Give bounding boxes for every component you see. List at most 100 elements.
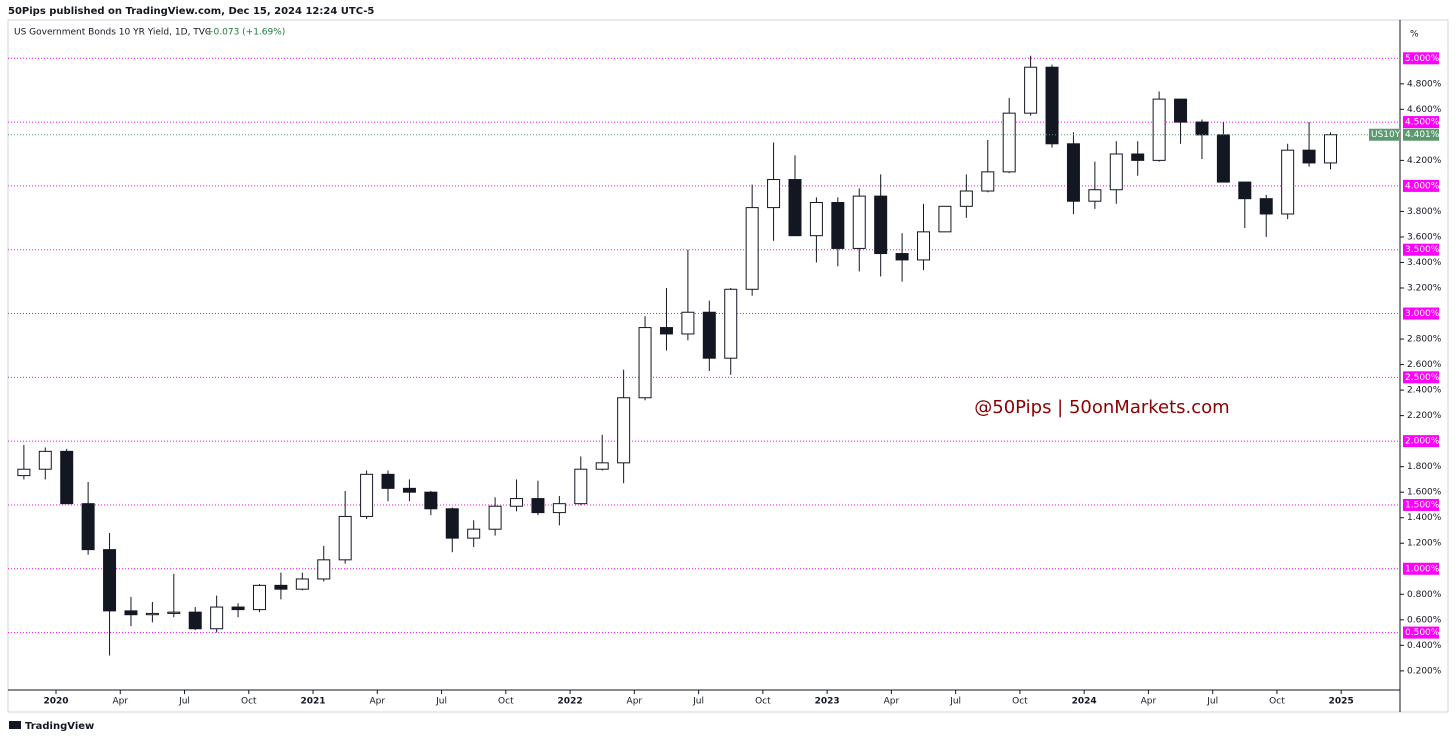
- level-badge: [1403, 52, 1439, 65]
- price-change: +0.073 (+1.69%): [206, 28, 285, 38]
- candle-body: [1024, 66, 1038, 114]
- symbol-label: US10Y: [1371, 130, 1401, 140]
- x-tick-label: 2025: [1329, 697, 1354, 707]
- watermark: @50Pips | 50onMarkets.com: [974, 397, 1229, 418]
- candle-body: [167, 611, 181, 614]
- candle-body: [852, 195, 866, 249]
- candle-body: [1045, 66, 1059, 145]
- candle-body: [788, 179, 802, 237]
- y-tick-label: 1.600%: [1407, 488, 1442, 498]
- candle-body: [188, 611, 202, 630]
- candle-body: [1216, 134, 1230, 183]
- level-label: 4.500%: [1405, 118, 1440, 128]
- y-tick-label: 4.200%: [1407, 156, 1442, 166]
- candle-body: [1281, 149, 1295, 215]
- x-tick-label: 2022: [558, 697, 583, 707]
- candle-body: [1259, 198, 1273, 215]
- candle-body: [981, 171, 995, 192]
- x-tick-label: 2021: [301, 697, 326, 707]
- candle-body: [1002, 112, 1016, 173]
- y-tick-label: 0.800%: [1407, 590, 1442, 600]
- candle-body: [210, 606, 224, 630]
- level-label: 0.500%: [1405, 628, 1440, 638]
- x-tick-label: Apr: [1141, 697, 1157, 707]
- level-badge: [1403, 179, 1439, 192]
- y-tick-label: 3.800%: [1407, 207, 1442, 217]
- level-badge: [1403, 435, 1439, 448]
- x-tick-label: 2024: [1072, 697, 1097, 707]
- y-tick-label: 2.200%: [1407, 411, 1442, 421]
- y-tick-label: 1.200%: [1407, 539, 1442, 549]
- y-tick-label: 0.200%: [1407, 666, 1442, 676]
- last-price-label: 4.401%: [1405, 130, 1440, 140]
- level-badge: [1403, 626, 1439, 639]
- candle-body: [295, 578, 309, 590]
- candle-body: [488, 505, 502, 530]
- candle-body: [274, 584, 288, 590]
- tradingview-logo: TradingView: [9, 721, 94, 732]
- candle-body: [1109, 153, 1123, 191]
- candle-body: [1131, 153, 1145, 161]
- candle-body: [917, 231, 931, 261]
- y-tick-label: 2.400%: [1407, 386, 1442, 396]
- candle-body: [1323, 134, 1337, 164]
- y-tick-label: 1.800%: [1407, 462, 1442, 472]
- x-tick-label: Apr: [370, 697, 386, 707]
- level-badge: [1403, 371, 1439, 384]
- y-tick-label: 3.200%: [1407, 284, 1442, 294]
- chart-title: US Government Bonds 10 YR Yield, 1D, TVC: [14, 28, 211, 38]
- candle-body: [831, 201, 845, 249]
- candle-body: [595, 462, 609, 470]
- level-badge: [1403, 562, 1439, 575]
- y-tick-label: 4.600%: [1407, 105, 1442, 115]
- candle-body: [809, 201, 823, 237]
- x-tick-label: Apr: [884, 697, 900, 707]
- candle-body: [424, 491, 438, 510]
- chart-frame: [7, 19, 1449, 713]
- candle-body: [531, 498, 545, 514]
- y-tick-label: 3.600%: [1407, 232, 1442, 242]
- footer-brand: TradingView: [25, 721, 94, 732]
- candle-body: [103, 549, 117, 612]
- y-tick-label: 2.600%: [1407, 360, 1442, 370]
- candle-body: [638, 327, 652, 399]
- x-tick-label: Oct: [1012, 697, 1028, 707]
- candle-body: [1302, 149, 1316, 164]
- candle-body: [702, 311, 716, 359]
- x-tick-label: 2023: [815, 697, 840, 707]
- x-tick-label: Jul: [1206, 697, 1218, 707]
- level-label: 1.000%: [1405, 564, 1440, 574]
- level-badge: [1403, 116, 1439, 129]
- level-badge: [1403, 243, 1439, 256]
- unit-label: %: [1410, 30, 1419, 40]
- candle-body: [874, 195, 888, 255]
- x-tick-label: Jul: [692, 697, 704, 707]
- level-label: 3.000%: [1405, 309, 1440, 319]
- candle-body: [1174, 98, 1188, 123]
- level-label: 2.500%: [1405, 373, 1440, 383]
- level-label: 3.500%: [1405, 245, 1440, 255]
- candle-body: [745, 207, 759, 290]
- candle-body: [338, 515, 352, 561]
- x-tick-label: Oct: [755, 697, 771, 707]
- candle-body: [124, 610, 138, 616]
- x-tick-label: Oct: [498, 697, 514, 707]
- candle-body: [1238, 181, 1252, 200]
- candle-body: [1066, 143, 1080, 202]
- level-label: 5.000%: [1405, 54, 1440, 64]
- level-badge: [1403, 498, 1439, 511]
- candle-body: [145, 612, 159, 616]
- y-tick-label: 4.800%: [1407, 79, 1442, 89]
- candle-body: [317, 559, 331, 580]
- candle-body: [231, 606, 245, 611]
- x-tick-label: 2020: [43, 697, 68, 707]
- logo-icon: [9, 721, 21, 729]
- level-label: 1.500%: [1405, 500, 1440, 510]
- y-tick-label: 2.800%: [1407, 335, 1442, 345]
- candle-body: [252, 584, 266, 611]
- candle-body: [681, 311, 695, 335]
- x-tick-label: Oct: [1269, 697, 1285, 707]
- x-tick-label: Jul: [178, 697, 190, 707]
